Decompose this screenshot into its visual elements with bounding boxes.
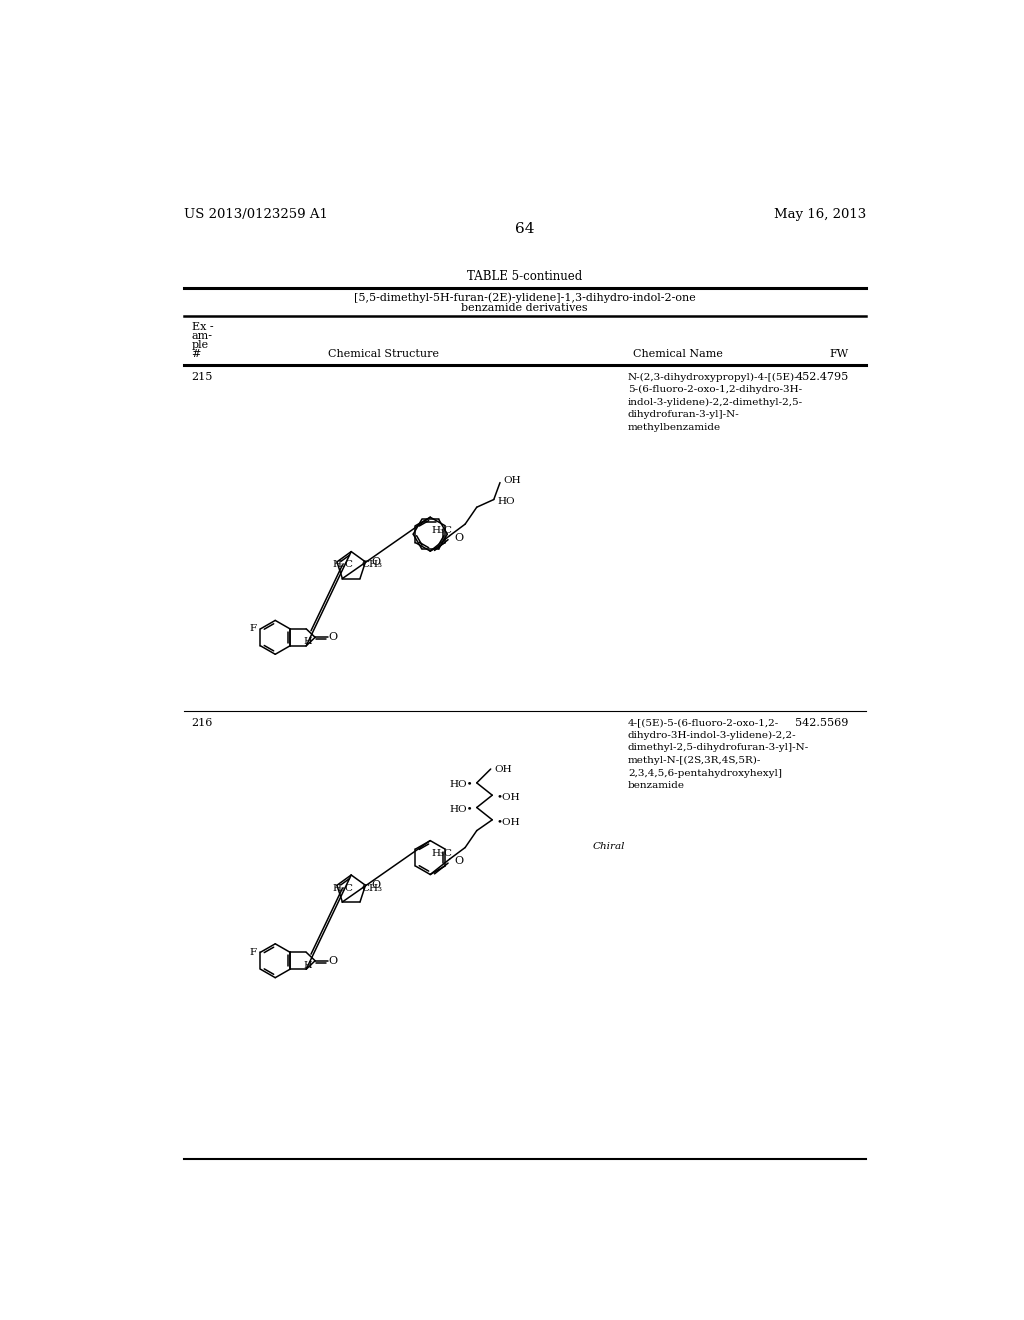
Text: 64: 64 — [515, 222, 535, 235]
Text: HO•: HO• — [450, 805, 473, 813]
Text: HO•: HO• — [450, 780, 473, 789]
Text: O: O — [455, 857, 464, 866]
Text: CH₃: CH₃ — [361, 560, 383, 569]
Text: 216: 216 — [191, 718, 213, 729]
Text: am-: am- — [191, 331, 213, 341]
Text: US 2013/0123259 A1: US 2013/0123259 A1 — [183, 209, 328, 222]
Text: N-(2,3-dihydroxypropyl)-4-[(5E)-
5-(6-fluoro-2-oxo-1,2-dihydro-3H-
indol-3-ylide: N-(2,3-dihydroxypropyl)-4-[(5E)- 5-(6-fl… — [628, 372, 803, 432]
Text: OH: OH — [495, 764, 512, 774]
Text: Chemical Structure: Chemical Structure — [329, 350, 439, 359]
Text: 4-[(5E)-5-(6-fluoro-2-oxo-1,2-
dihydro-3H-indol-3-ylidene)-2,2-
dimethyl-2,5-dih: 4-[(5E)-5-(6-fluoro-2-oxo-1,2- dihydro-3… — [628, 718, 809, 791]
Text: H₃C: H₃C — [333, 560, 354, 569]
Text: H₃C: H₃C — [333, 883, 354, 892]
Text: F: F — [250, 948, 257, 957]
Text: O: O — [329, 956, 338, 966]
Text: OH: OH — [504, 475, 521, 484]
Text: O: O — [372, 880, 381, 890]
Text: 215: 215 — [191, 372, 213, 383]
Text: •OH: •OH — [496, 817, 520, 826]
Text: O: O — [455, 533, 464, 543]
Text: #: # — [191, 350, 201, 359]
Text: 542.5569: 542.5569 — [796, 718, 849, 729]
Text: Chiral: Chiral — [593, 842, 626, 851]
Text: ple: ple — [191, 341, 209, 350]
Text: TABLE 5-continued: TABLE 5-continued — [467, 271, 583, 282]
Text: O: O — [329, 632, 338, 643]
Text: 452.4795: 452.4795 — [796, 372, 849, 383]
Text: CH₃: CH₃ — [361, 883, 383, 892]
Text: May 16, 2013: May 16, 2013 — [773, 209, 866, 222]
Text: FW: FW — [829, 350, 849, 359]
Text: [5,5-dimethyl-5H-furan-(2E)-ylidene]-1,3-dihydro-indol-2-one: [5,5-dimethyl-5H-furan-(2E)-ylidene]-1,3… — [354, 293, 695, 304]
Text: benzamide derivatives: benzamide derivatives — [462, 304, 588, 313]
Text: O: O — [372, 557, 381, 566]
Text: HO: HO — [498, 498, 515, 507]
Text: H: H — [303, 638, 312, 647]
Text: H: H — [303, 961, 312, 970]
Text: Chemical Name: Chemical Name — [633, 350, 723, 359]
Text: •OH: •OH — [496, 793, 520, 803]
Text: H₃C: H₃C — [432, 849, 453, 858]
Text: H₃C: H₃C — [432, 525, 453, 535]
Text: F: F — [250, 624, 257, 634]
Text: Ex -: Ex - — [191, 322, 213, 331]
